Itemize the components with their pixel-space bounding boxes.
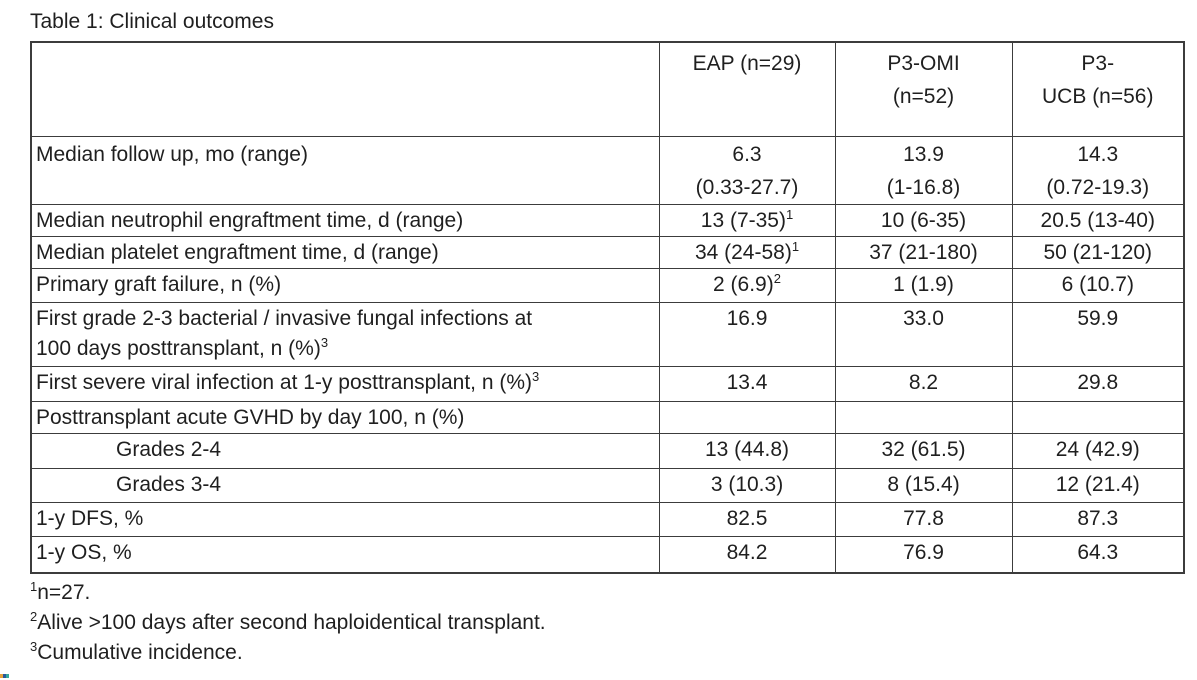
value-cell: 32 (61.5) xyxy=(834,432,1013,469)
value-cell xyxy=(1011,400,1185,434)
row-label: Grades 3-4 xyxy=(30,467,660,503)
value-cell: 12 (21.4) xyxy=(1011,467,1185,503)
value-cell: 6.3 (0.33-27.7) xyxy=(658,135,836,205)
footnote-3: 3Cumulative incidence. xyxy=(30,638,1197,668)
row-label: Median platelet engraftment time, d (ran… xyxy=(30,235,660,269)
value-cell: 10 (6-35) xyxy=(834,203,1013,237)
table-row-grades-3-4: Grades 3-4 3 (10.3) 8 (15.4) 12 (21.4) xyxy=(30,467,1185,503)
footnote-text: Cumulative incidence. xyxy=(37,641,243,664)
footnote-1: 1n=27. xyxy=(30,578,1197,608)
row-label: Grades 2-4 xyxy=(30,432,660,469)
superscript: 2 xyxy=(30,609,38,624)
value-cell: 13 (44.8) xyxy=(658,432,836,469)
superscript: 1 xyxy=(785,206,794,222)
row-label: Posttransplant acute GVHD by day 100, n … xyxy=(30,400,660,434)
footnote-text: Alive >100 days after second haploidenti… xyxy=(37,611,546,634)
footnotes: 1n=27. 2Alive >100 days after second hap… xyxy=(30,578,1197,668)
header-label-line2: (n=52) xyxy=(892,85,955,108)
table-row-primary-graft-failure: Primary graft failure, n (%) 2 (6.9)2 1 … xyxy=(30,267,1185,303)
superscript: 1 xyxy=(791,238,800,254)
value-cell: 34 (24-58)1 xyxy=(658,235,836,269)
table-row-neutrophil-engraftment: Median neutrophil engraftment time, d (r… xyxy=(30,203,1185,237)
row-label: First grade 2-3 bacterial / invasive fun… xyxy=(30,301,660,367)
table-row-gvhd-section: Posttransplant acute GVHD by day 100, n … xyxy=(30,400,1185,434)
column-header-p3-ucb: P3- UCB (n=56) xyxy=(1011,41,1185,137)
table-row-median-follow-up: Median follow up, mo (range) 6.3 (0.33-27… xyxy=(30,135,1185,205)
row-label: Primary graft failure, n (%) xyxy=(30,267,660,303)
row-label: 1-y OS, % xyxy=(30,535,660,574)
value-cell: 6 (10.7) xyxy=(1011,267,1185,303)
row-label: Median neutrophil engraftment time, d (r… xyxy=(30,203,660,237)
row-label: 1-y DFS, % xyxy=(30,501,660,537)
value-cell: 87.3 xyxy=(1011,501,1185,537)
footnote-2: 2Alive >100 days after second haploident… xyxy=(30,608,1197,638)
header-label: P3- xyxy=(1081,52,1115,75)
header-label: P3-OMI xyxy=(887,52,960,75)
value-cell: 84.2 xyxy=(658,535,836,574)
superscript: 3 xyxy=(30,639,38,654)
header-cell-empty xyxy=(30,41,660,137)
value-cell: 2 (6.9)2 xyxy=(658,267,836,303)
table-row-platelet-engraftment: Median platelet engraftment time, d (ran… xyxy=(30,235,1185,269)
screen-artifact xyxy=(0,674,9,678)
superscript: 2 xyxy=(773,270,781,286)
table-row-bacterial-fungal-infections: First grade 2-3 bacterial / invasive fun… xyxy=(30,301,1185,367)
value-cell: 64.3 xyxy=(1011,535,1185,574)
row-label: First severe viral infection at 1-y post… xyxy=(30,365,660,402)
column-header-eap: EAP (n=29) xyxy=(658,41,836,137)
clinical-outcomes-table: EAP (n=29) P3-OMI (n=52) P3- UCB (n=56) Me… xyxy=(30,41,1185,574)
table-caption: Table 1: Clinical outcomes xyxy=(30,10,274,33)
value-cell: 1 (1.9) xyxy=(834,267,1013,303)
value-cell: 33.0 xyxy=(834,301,1013,367)
value-cell: 13.9 (1-16.8) xyxy=(834,135,1013,205)
value-cell: 50 (21-120) xyxy=(1011,235,1185,269)
value-cell: 76.9 xyxy=(834,535,1013,574)
value-cell: 24 (42.9) xyxy=(1011,432,1185,469)
value-cell: 8.2 xyxy=(834,365,1013,402)
value-cell: 13 (7-35)1 xyxy=(658,203,836,237)
header-row: EAP (n=29) P3-OMI (n=52) P3- UCB (n=56) xyxy=(30,41,1185,137)
value-cell xyxy=(658,400,836,434)
value-cell: 77.8 xyxy=(834,501,1013,537)
value-cell: 20.5 (13-40) xyxy=(1011,203,1185,237)
column-header-p3-omi: P3-OMI (n=52) xyxy=(834,41,1013,137)
table-row-1y-dfs: 1-y DFS, % 82.5 77.8 87.3 xyxy=(30,501,1185,537)
table-row-severe-viral-infection: First severe viral infection at 1-y post… xyxy=(30,365,1185,402)
value-cell: 16.9 xyxy=(658,301,836,367)
value-cell: 82.5 xyxy=(658,501,836,537)
superscript: 3 xyxy=(320,334,329,350)
value-cell: 3 (10.3) xyxy=(658,467,836,503)
value-cell xyxy=(834,400,1013,434)
value-cell: 8 (15.4) xyxy=(834,467,1013,503)
value-cell: 59.9 xyxy=(1011,301,1185,367)
superscript: 1 xyxy=(30,579,38,594)
header-label-line2: UCB (n=56) xyxy=(1042,85,1154,108)
value-cell: 29.8 xyxy=(1011,365,1185,402)
table-row-grades-2-4: Grades 2-4 13 (44.8) 32 (61.5) 24 (42.9) xyxy=(30,432,1185,469)
row-label: Median follow up, mo (range) xyxy=(30,135,660,205)
value-cell: 13.4 xyxy=(658,365,836,402)
value-cell: 14.3 (0.72-19.3) xyxy=(1011,135,1185,205)
header-label: EAP (n=29) xyxy=(692,52,802,75)
footnote-text: n=27. xyxy=(37,581,91,604)
table-row-1y-os: 1-y OS, % 84.2 76.9 64.3 xyxy=(30,535,1185,574)
value-cell: 37 (21-180) xyxy=(834,235,1013,269)
superscript: 3 xyxy=(532,368,540,384)
